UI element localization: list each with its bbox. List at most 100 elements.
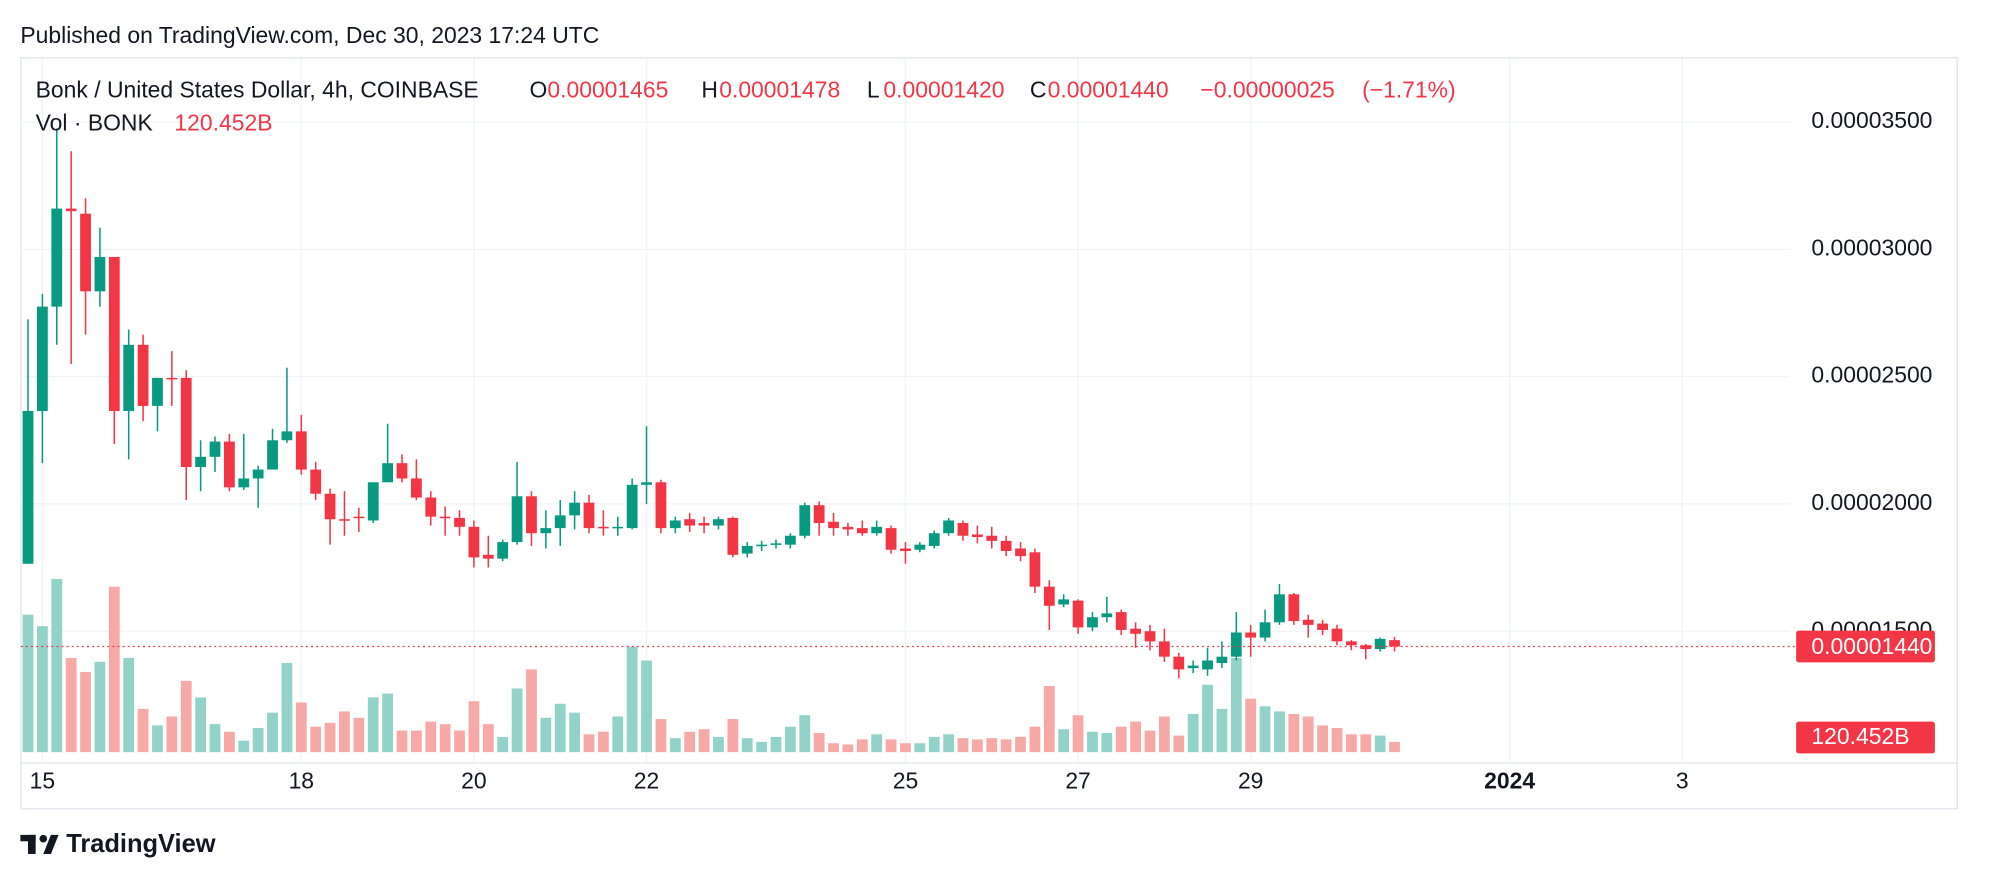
volume-bar	[252, 727, 264, 753]
volume-bar	[454, 730, 465, 753]
volume-bar	[396, 730, 408, 753]
volume-bar	[439, 724, 451, 753]
candle-body	[367, 482, 379, 521]
volume-bar	[526, 669, 537, 753]
candle-body	[1144, 631, 1156, 642]
candle-body	[612, 526, 624, 529]
volume-bar	[65, 657, 77, 753]
volume-bar	[137, 708, 149, 753]
volume-bar	[152, 725, 163, 753]
volume-bar	[36, 626, 48, 753]
volume-bar	[108, 586, 120, 753]
volume-bar	[1087, 731, 1098, 753]
legend-open: 0.00001465	[547, 77, 668, 103]
volume-bar	[80, 671, 91, 753]
x-tick-label: 3	[1676, 768, 1689, 794]
y-tick-label: 0.00003000	[1811, 234, 1932, 260]
candle-body	[756, 544, 768, 547]
volume-bar	[597, 731, 609, 753]
candle-body	[382, 463, 394, 483]
volume-bar	[986, 738, 998, 753]
volume-bar	[94, 661, 106, 753]
candle-body	[655, 482, 667, 529]
x-tick-label: 25	[893, 768, 918, 794]
candle-body	[1389, 640, 1400, 647]
candle-body	[1302, 619, 1314, 625]
volume-bar	[1360, 734, 1372, 753]
x-tick-label: 2024	[1484, 768, 1535, 794]
volume-bar	[497, 736, 509, 753]
candle-body	[741, 545, 753, 554]
brand-name: TradingView	[66, 830, 216, 858]
volume-bar	[583, 734, 595, 753]
candle-body	[51, 208, 63, 307]
logo-dot	[39, 834, 48, 843]
volume-bar	[180, 680, 192, 753]
candle-body	[1087, 617, 1098, 628]
volume-bar	[928, 736, 940, 753]
volume-bar	[1130, 721, 1142, 753]
volume-bar	[1288, 713, 1300, 753]
candle-body	[928, 533, 940, 546]
volume-bar	[756, 741, 768, 753]
candle-body	[353, 516, 365, 519]
candle-body	[1000, 540, 1012, 552]
volume-bar	[900, 743, 911, 753]
volume-bar	[1000, 739, 1012, 753]
volume-bar	[1274, 711, 1285, 753]
volume-bar	[1331, 727, 1343, 753]
candle-body	[971, 534, 983, 538]
candle-body	[65, 208, 77, 212]
candle-body	[1130, 628, 1142, 634]
candle-body	[425, 497, 437, 517]
candle-body	[900, 548, 911, 552]
candle-body	[108, 256, 120, 411]
chart-frame	[20, 57, 1958, 810]
volume-bar	[1015, 736, 1026, 753]
volume-bar	[1029, 726, 1041, 753]
volume-bar	[209, 724, 221, 753]
candle-body	[195, 456, 207, 468]
volume-bar	[1245, 698, 1257, 753]
volume-bar	[540, 717, 552, 753]
candle-body	[295, 431, 307, 470]
volume-bar	[310, 726, 322, 753]
candle-body	[482, 554, 494, 559]
candle-body	[526, 496, 537, 534]
candle-body	[339, 519, 350, 521]
x-tick-label: 29	[1238, 768, 1263, 794]
volume-bar	[612, 716, 624, 753]
y-tick-label: 0.00003500	[1811, 107, 1932, 133]
candle-body	[1317, 623, 1328, 630]
candle-body	[22, 410, 34, 564]
candle-body	[583, 502, 595, 529]
volume-bar	[195, 697, 207, 753]
candle-body	[799, 505, 811, 536]
volume-bar	[1072, 715, 1084, 753]
volume-bar	[641, 660, 652, 753]
volume-bar	[626, 646, 638, 753]
volume-bar	[22, 614, 34, 753]
candle-body	[842, 526, 854, 530]
volume-bar	[1259, 706, 1271, 753]
volume-legend-name: Vol · BONK	[36, 110, 154, 136]
candle-body	[454, 517, 465, 527]
volume-bar	[223, 731, 235, 753]
volume-bar	[511, 688, 523, 753]
candle-body	[1274, 594, 1285, 623]
volume-bar	[468, 701, 480, 753]
candle-body	[1029, 552, 1041, 587]
candle-body	[569, 502, 581, 516]
candle-body	[1173, 656, 1185, 670]
volume-bar	[813, 733, 825, 753]
legend-high-label: H	[701, 77, 718, 103]
candle-body	[943, 520, 955, 534]
x-tick-label: 18	[289, 768, 314, 794]
volume-bar	[353, 717, 365, 753]
volume-badge	[1796, 721, 1935, 754]
volume-bar	[770, 736, 782, 753]
legend-close: 0.00001440	[1048, 77, 1169, 103]
candle-body	[497, 542, 509, 559]
candle-body	[123, 344, 135, 411]
volume-bar	[410, 730, 422, 753]
